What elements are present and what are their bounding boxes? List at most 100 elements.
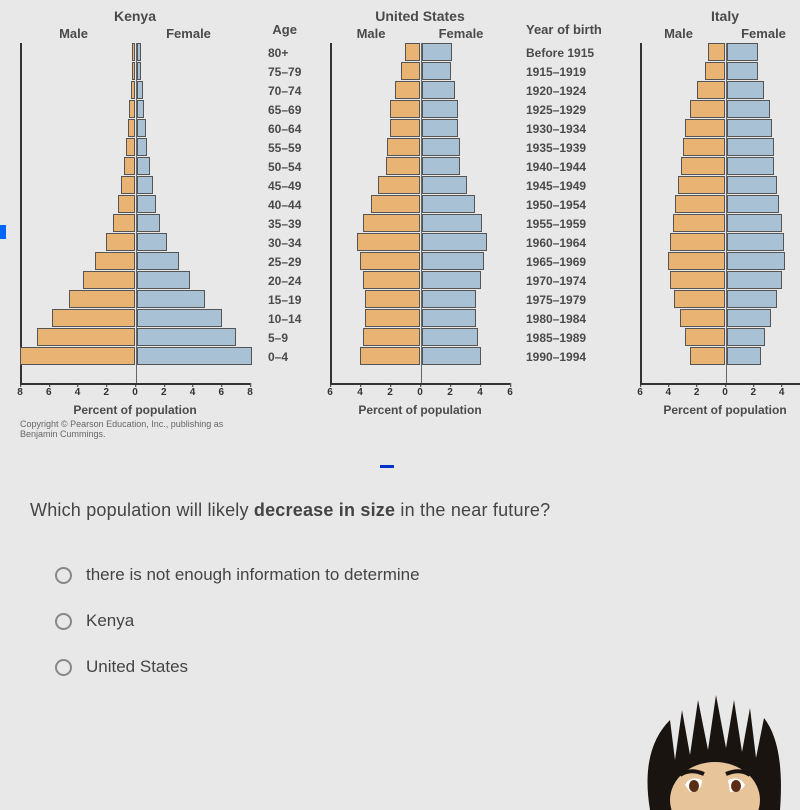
- bar-female: [422, 252, 484, 270]
- bar-female: [137, 290, 205, 308]
- age-row: [642, 62, 800, 81]
- bar-female: [422, 195, 475, 213]
- age-row: [22, 81, 250, 100]
- bar-male: [386, 157, 421, 175]
- radio-icon[interactable]: [55, 659, 72, 676]
- age-row: [332, 195, 510, 214]
- age-row: [22, 119, 250, 138]
- bar-female: [137, 43, 141, 61]
- age-row: [642, 309, 800, 328]
- bar-male: [681, 157, 725, 175]
- tick: 4: [357, 387, 363, 398]
- bar-female: [727, 195, 779, 213]
- bar-female: [727, 233, 784, 251]
- age-row: [332, 252, 510, 271]
- bar-male: [673, 214, 725, 232]
- age-row: [332, 119, 510, 138]
- bar-female: [727, 214, 782, 232]
- age-label: 20–24: [268, 272, 301, 291]
- tick: 2: [387, 387, 393, 398]
- pyramid-title-us: United States: [330, 8, 510, 24]
- year-label: Before 1915: [526, 44, 602, 63]
- bar-male: [132, 43, 135, 61]
- tick: 2: [103, 387, 109, 398]
- year-label: 1965–1969: [526, 253, 602, 272]
- age-row: [332, 100, 510, 119]
- bar-female: [137, 309, 222, 327]
- age-row: [22, 347, 250, 366]
- answer-option[interactable]: Kenya: [55, 611, 420, 631]
- answer-option[interactable]: there is not enough information to deter…: [55, 565, 420, 585]
- age-row: [22, 138, 250, 157]
- age-row: [332, 81, 510, 100]
- bar-female: [727, 81, 764, 99]
- bar-male: [705, 62, 725, 80]
- copyright-text: Copyright © Pearson Education, Inc., pub…: [20, 419, 250, 439]
- age-row: [332, 328, 510, 347]
- bar-male: [83, 271, 135, 289]
- age-row: [332, 157, 510, 176]
- bar-female: [727, 252, 785, 270]
- radio-icon[interactable]: [55, 613, 72, 630]
- pyramid-us: United StatesMaleFemale6420246Percent of…: [330, 8, 510, 417]
- year-label: 1975–1979: [526, 291, 602, 310]
- bar-female: [422, 43, 452, 61]
- bar-male: [670, 233, 725, 251]
- bar-male: [390, 100, 420, 118]
- age-row: [22, 195, 250, 214]
- year-label: 1945–1949: [526, 177, 602, 196]
- x-axis: 864202468: [20, 385, 250, 401]
- age-row: [332, 138, 510, 157]
- answer-options: there is not enough information to deter…: [55, 565, 420, 703]
- female-label: Female: [166, 26, 211, 41]
- bar-male: [132, 62, 135, 80]
- gender-labels: MaleFemale: [20, 26, 250, 41]
- tick: 4: [666, 387, 672, 398]
- bar-female: [422, 176, 467, 194]
- age-row: [642, 347, 800, 366]
- year-label: 1920–1924: [526, 82, 602, 101]
- male-label: Male: [357, 26, 386, 41]
- bar-male: [685, 119, 725, 137]
- bar-female: [727, 271, 782, 289]
- radio-icon[interactable]: [55, 567, 72, 584]
- bar-male: [360, 347, 420, 365]
- tick: 8: [247, 387, 253, 398]
- bar-female: [422, 309, 476, 327]
- bar-male: [690, 100, 725, 118]
- age-column: Age80+75–7970–7465–6960–6455–5950–5445–4…: [268, 22, 301, 367]
- bar-male: [678, 176, 725, 194]
- bar-female: [727, 119, 772, 137]
- bar-male: [95, 252, 135, 270]
- age-row: [642, 100, 800, 119]
- bar-female: [422, 62, 451, 80]
- bars-area: [640, 43, 800, 385]
- bar-male: [52, 309, 135, 327]
- pyramid-title-kenya: Kenya: [20, 8, 250, 24]
- age-label: 60–64: [268, 120, 301, 139]
- year-label: 1940–1944: [526, 158, 602, 177]
- age-row: [22, 176, 250, 195]
- bar-female: [422, 328, 478, 346]
- tick: 6: [218, 387, 224, 398]
- bar-female: [422, 119, 458, 137]
- age-row: [22, 62, 250, 81]
- bar-male: [363, 328, 420, 346]
- bar-male: [395, 81, 421, 99]
- age-header: Age: [268, 22, 301, 40]
- option-label: there is not enough information to deter…: [86, 565, 420, 585]
- tick: 2: [751, 387, 757, 398]
- answer-option[interactable]: United States: [55, 657, 420, 677]
- year-label: 1970–1974: [526, 272, 602, 291]
- bar-male: [668, 252, 725, 270]
- year-label: 1980–1984: [526, 310, 602, 329]
- age-label: 0–4: [268, 348, 301, 367]
- gender-labels: MaleFemale: [330, 26, 510, 41]
- tick: 2: [694, 387, 700, 398]
- age-label: 50–54: [268, 158, 301, 177]
- age-row: [642, 366, 800, 385]
- bar-male: [129, 100, 135, 118]
- bar-female: [137, 62, 141, 80]
- bar-female: [422, 290, 476, 308]
- x-axis: 6420246: [330, 385, 510, 401]
